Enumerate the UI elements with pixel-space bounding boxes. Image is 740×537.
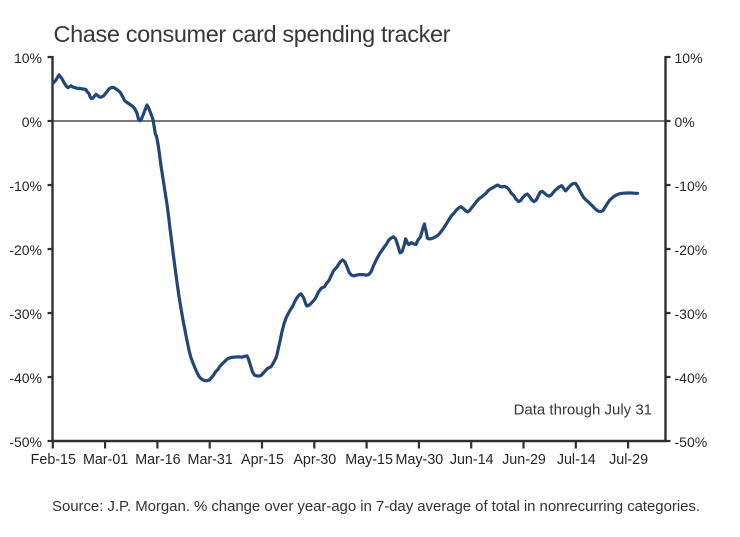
svg-text:-20%: -20% bbox=[9, 242, 42, 258]
svg-text:Source: J.P. Morgan. % change: Source: J.P. Morgan. % change over year-… bbox=[52, 498, 700, 515]
svg-text:-40%: -40% bbox=[675, 370, 708, 386]
svg-text:Mar-31: Mar-31 bbox=[188, 452, 233, 468]
svg-text:Feb-15: Feb-15 bbox=[31, 452, 76, 468]
svg-text:Jun-29: Jun-29 bbox=[502, 452, 546, 468]
svg-text:May-30: May-30 bbox=[396, 452, 444, 468]
svg-text:-30%: -30% bbox=[675, 306, 708, 322]
svg-text:-20%: -20% bbox=[675, 242, 708, 258]
svg-text:-10%: -10% bbox=[675, 178, 708, 194]
svg-text:Jul-14: Jul-14 bbox=[557, 452, 596, 468]
svg-text:-50%: -50% bbox=[9, 434, 42, 450]
svg-text:-10%: -10% bbox=[9, 178, 42, 194]
svg-text:Data through July 31: Data through July 31 bbox=[514, 402, 652, 419]
svg-text:Chase consumer card spending t: Chase consumer card spending tracker bbox=[54, 21, 451, 47]
svg-text:-50%: -50% bbox=[675, 434, 708, 450]
svg-text:Mar-01: Mar-01 bbox=[83, 452, 128, 468]
svg-text:Jun-14: Jun-14 bbox=[450, 452, 494, 468]
svg-text:Jul-29: Jul-29 bbox=[609, 452, 648, 468]
svg-text:Apr-15: Apr-15 bbox=[241, 452, 284, 468]
svg-text:0%: 0% bbox=[675, 114, 695, 130]
svg-text:10%: 10% bbox=[14, 50, 42, 66]
svg-text:10%: 10% bbox=[675, 50, 703, 66]
svg-text:Mar-16: Mar-16 bbox=[135, 452, 180, 468]
svg-text:May-15: May-15 bbox=[345, 452, 393, 468]
svg-text:-40%: -40% bbox=[9, 370, 42, 386]
svg-text:Apr-30: Apr-30 bbox=[293, 452, 336, 468]
svg-text:-30%: -30% bbox=[9, 306, 42, 322]
svg-text:0%: 0% bbox=[22, 114, 42, 130]
